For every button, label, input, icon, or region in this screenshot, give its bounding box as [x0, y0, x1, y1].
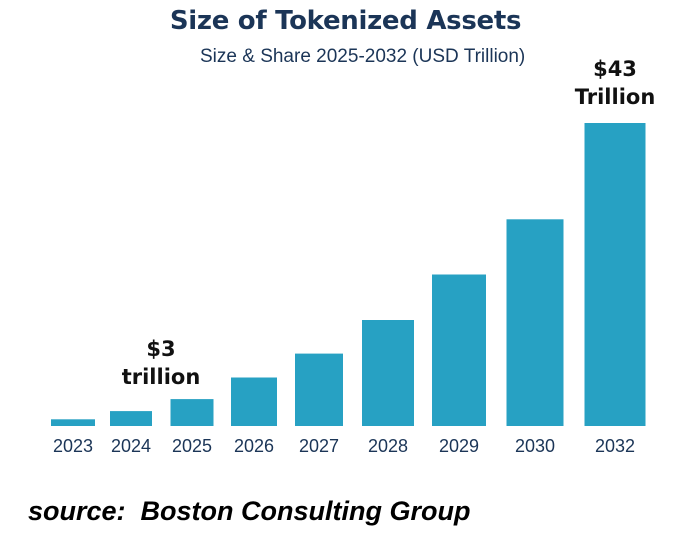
x-tick-label-2027: 2027	[299, 436, 339, 456]
bar-2028	[362, 320, 414, 426]
bar-2029	[432, 274, 486, 426]
chart-title: Size of Tokenized Assets	[169, 6, 522, 36]
x-tick-label-2029: 2029	[439, 436, 479, 456]
bar-2026	[231, 377, 277, 426]
bar-2032	[584, 123, 646, 426]
source-caption: source: Boston Consulting Group	[28, 496, 471, 526]
annotation-2024-line-1: $3	[146, 337, 175, 361]
x-tick-label-2030: 2030	[515, 436, 555, 456]
x-tick-label-2025: 2025	[172, 436, 212, 456]
annotation-2032-line-1: $43	[593, 57, 637, 81]
bar-2027	[295, 353, 343, 426]
bar-2025	[170, 399, 214, 426]
annotation-2032-line-2: Trillion	[575, 85, 656, 109]
annotation-2024-line-2: trillion	[122, 365, 201, 389]
bar-2024	[110, 411, 152, 426]
bar-2030	[506, 219, 564, 426]
bar-2023	[51, 419, 95, 426]
x-tick-label-2028: 2028	[368, 436, 408, 456]
chart-subtitle: Size & Share 2025-2032 (USD Trillion)	[200, 46, 526, 67]
x-tick-label-2032: 2032	[595, 436, 635, 456]
x-tick-label-2024: 2024	[111, 436, 151, 456]
x-tick-label-2023: 2023	[53, 436, 93, 456]
x-tick-label-2026: 2026	[234, 436, 274, 456]
